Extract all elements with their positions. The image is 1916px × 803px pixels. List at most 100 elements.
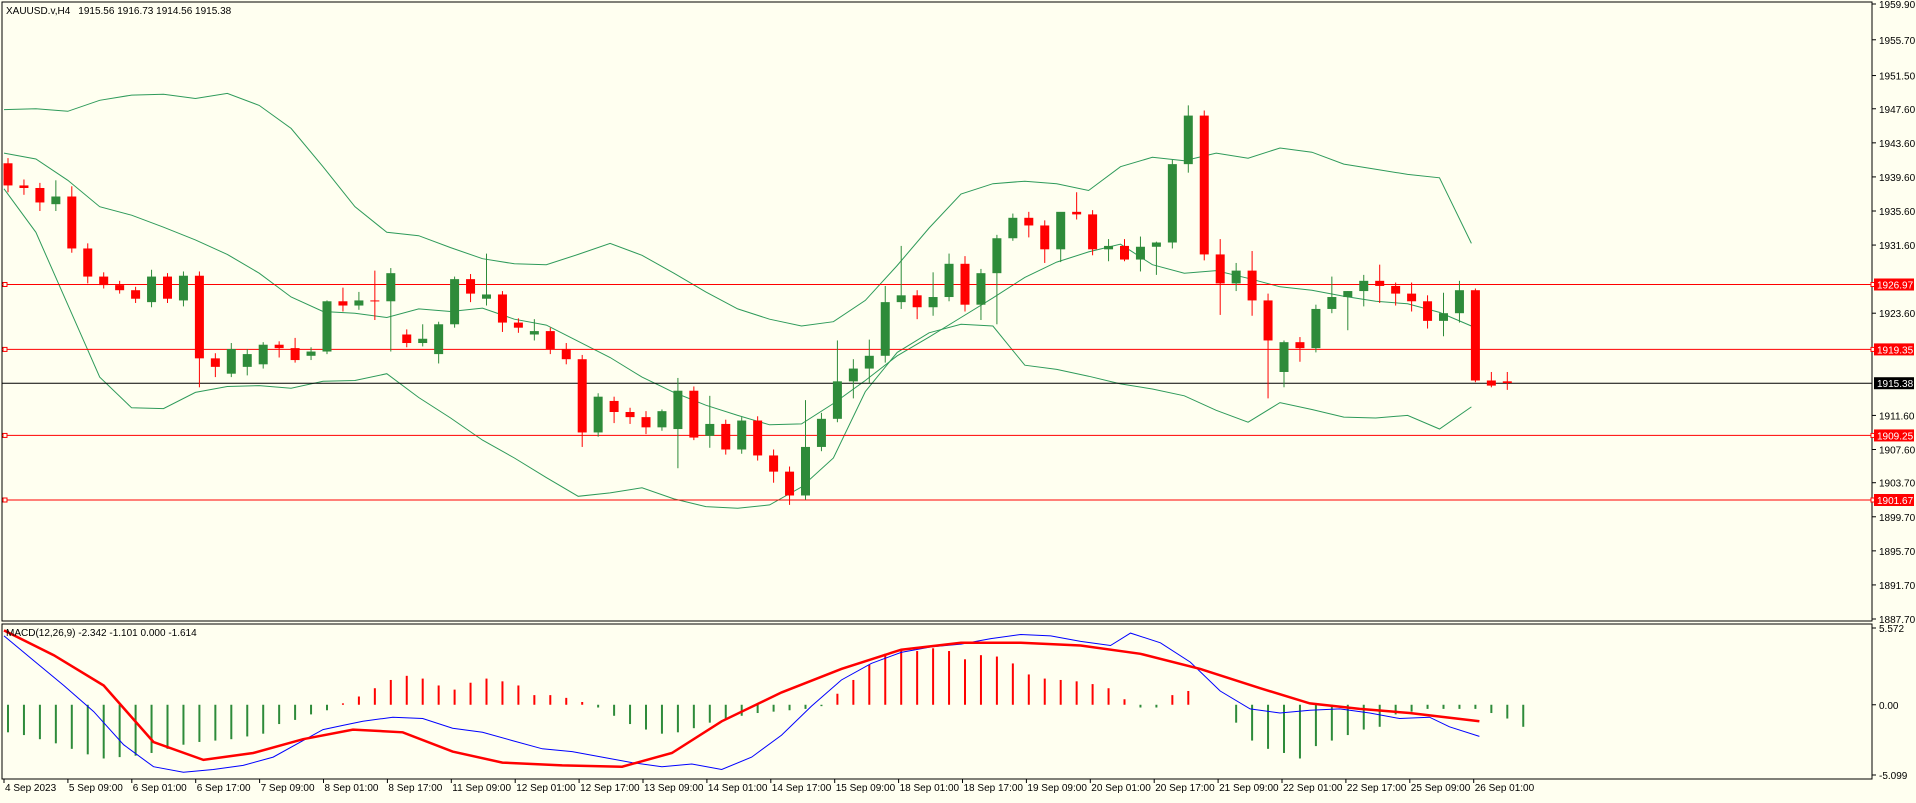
level-price-label: 1909.25 — [1877, 431, 1914, 442]
candle-body — [864, 355, 874, 369]
price-tick-label: 1903.70 — [1879, 479, 1916, 490]
candle-body — [737, 420, 747, 450]
macd-signal-line — [3, 629, 1480, 768]
candle-body — [1502, 381, 1512, 384]
candle-body — [912, 295, 922, 308]
candle-body — [370, 300, 380, 302]
macd-line — [3, 632, 1480, 773]
candle-body — [721, 423, 731, 450]
price-tick-label: 1899.70 — [1879, 513, 1916, 524]
candle-body — [19, 185, 29, 188]
candle-body — [1088, 214, 1098, 250]
candle-body — [1295, 342, 1305, 349]
price-axis: 1926.97 1919.35 1909.25 1901.67 1915.38 1959.… — [1872, 0, 1916, 626]
time-label: 22 Sep 01:00 — [1283, 783, 1343, 794]
level-price-label: 1919.35 — [1877, 345, 1914, 356]
candle-body — [705, 423, 715, 436]
time-label: 15 Sep 09:00 — [836, 783, 896, 794]
level-anchor[interactable] — [2, 281, 8, 287]
bid-price-tag — [1874, 377, 1914, 390]
candle-body — [1151, 242, 1161, 247]
candle-body — [306, 351, 316, 356]
time-label: 12 Sep 17:00 — [580, 783, 640, 794]
time-label: 5 Sep 09:00 — [69, 783, 123, 794]
level-price-tag — [1874, 429, 1914, 442]
time-label: 18 Sep 01:00 — [900, 783, 960, 794]
candle-body — [1407, 293, 1417, 302]
horizontal-levels[interactable] — [2, 281, 1876, 503]
candle-body — [1167, 164, 1177, 243]
time-label: 20 Sep 17:00 — [1155, 783, 1215, 794]
candle-body — [466, 279, 476, 294]
candle-body — [1470, 290, 1480, 381]
macd-panel-frame — [1, 623, 1873, 780]
candle-body — [115, 285, 125, 291]
candle-body — [928, 297, 938, 308]
time-label: 22 Sep 17:00 — [1347, 783, 1407, 794]
candle-body — [290, 348, 300, 361]
price-tick-label: 1943.60 — [1879, 139, 1916, 150]
macd-title: MACD(12,26,9) -2.342 -1.101 0.000 -1.614 — [6, 628, 197, 639]
candle-body — [3, 163, 13, 186]
price-tick-label: 1939.60 — [1879, 173, 1916, 184]
candle-body — [1311, 308, 1321, 349]
price-tick-label: 1887.70 — [1879, 615, 1916, 626]
bollinger-bands — [3, 92, 1472, 509]
time-label: 12 Sep 01:00 — [516, 783, 576, 794]
candle-body — [880, 302, 890, 356]
candle-body — [976, 273, 986, 305]
candle-body — [1040, 225, 1050, 250]
price-tick-label: 1951.50 — [1879, 72, 1916, 83]
candle-body — [1008, 217, 1018, 239]
candle-body — [801, 446, 810, 496]
candle-body — [1247, 270, 1257, 301]
macd-axis-label: 5.572 — [1879, 624, 1904, 635]
candle-body — [673, 390, 683, 430]
candle-body — [402, 334, 412, 344]
candle-body — [178, 275, 188, 301]
bollinger-upper — [3, 92, 1472, 327]
candle-body — [450, 279, 460, 325]
candle-body — [131, 290, 141, 299]
level-price-label: 1901.67 — [1877, 496, 1914, 507]
candle-body — [194, 275, 204, 359]
candle-body — [1104, 245, 1114, 250]
level-price-tag — [1874, 343, 1914, 356]
candle-body — [1263, 300, 1273, 341]
candle-body — [258, 344, 268, 365]
price-panel-frame — [1, 1, 1873, 622]
level-price-tag — [1874, 278, 1914, 291]
time-label: 14 Sep 17:00 — [772, 783, 832, 794]
candle-body — [99, 276, 109, 286]
candle-body — [1375, 280, 1385, 286]
candle-body — [609, 400, 619, 413]
candle-body — [944, 263, 954, 298]
bollinger-mid — [3, 152, 1472, 426]
candle-body — [242, 354, 252, 367]
candle-body — [83, 248, 93, 277]
level-anchor[interactable] — [2, 432, 8, 438]
price-tick-label: 1959.90 — [1879, 0, 1916, 11]
candle-body — [434, 324, 444, 355]
candle-body — [561, 348, 571, 360]
candle-body — [1454, 290, 1464, 314]
candle-body — [1183, 115, 1193, 165]
candle-body — [785, 471, 795, 496]
candle-body — [1359, 280, 1369, 292]
candlesticks — [3, 105, 1512, 505]
candle-body — [1056, 211, 1066, 250]
candle-body — [657, 411, 667, 428]
price-tick-label: 1935.60 — [1879, 207, 1916, 218]
candle-body — [1199, 115, 1209, 255]
candle-body — [1279, 342, 1289, 372]
time-label: 19 Sep 09:00 — [1027, 783, 1087, 794]
level-anchor[interactable] — [2, 497, 8, 503]
price-tick-label: 1911.60 — [1879, 411, 1915, 422]
level-anchor[interactable] — [2, 346, 8, 352]
candle-body — [545, 331, 555, 349]
time-label: 4 Sep 2023 — [5, 783, 57, 794]
candle-body — [35, 187, 45, 203]
candle-body — [1486, 380, 1496, 386]
